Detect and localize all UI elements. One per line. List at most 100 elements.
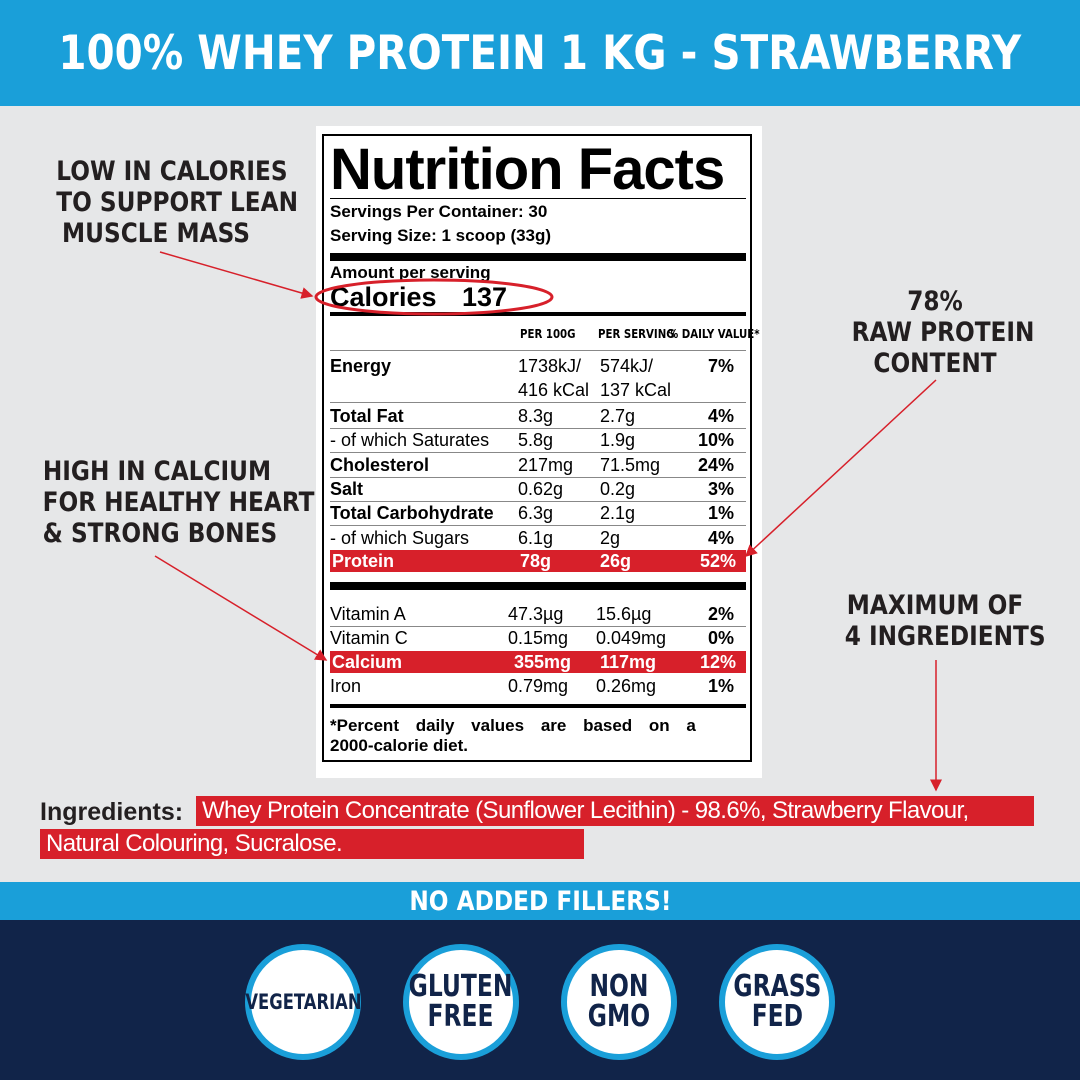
divider-thick — [330, 582, 746, 590]
nutrient-per100: 6.3g — [518, 503, 554, 524]
callout-line: HIGH IN CALCIUM — [42, 456, 272, 487]
nutrient-dv: 4% — [707, 406, 734, 426]
ingredients-label: Ingredients: — [40, 798, 184, 826]
nutrient-per100: 217mg — [518, 454, 574, 475]
iron-dv: 1% — [707, 676, 734, 696]
iron-per100: 0.79mg — [508, 676, 569, 696]
nutrient-dv: 1% — [707, 503, 734, 524]
page-title: 100% WHEY PROTEIN 1 KG - STRAWBERRY — [58, 25, 1022, 81]
protein-label: Protein — [332, 551, 395, 571]
badge-vegetarian: VEGETARIAN — [245, 944, 361, 1060]
badge-gluten-free: GLUTEN FREE — [403, 944, 519, 1060]
nutrient-serving: 71.5mg — [600, 454, 661, 475]
nutrient-dv: 4% — [707, 527, 734, 548]
divider — [330, 525, 746, 527]
vitamin-a-label: Vitamin A — [330, 604, 406, 624]
column-daily-value: % DAILY VALUE* — [668, 327, 760, 341]
callout-calcium: HIGH IN CALCIUM FOR HEALTHY HEART & STRO… — [24, 456, 315, 549]
ingredients-line-2: Natural Colouring, Sucralose. — [46, 830, 343, 857]
nutrient-dv: 10% — [697, 430, 734, 451]
divider-medium — [330, 704, 746, 708]
badge-label: VEGETARIAN — [244, 990, 362, 1014]
nutrient-per100: 5.8g — [518, 430, 554, 451]
nutrition-label: Nutrition Facts Servings Per Container: … — [322, 134, 760, 762]
vitamin-c-label: Vitamin C — [330, 628, 408, 648]
servings-per-container: Servings Per Container: 30 — [330, 202, 548, 221]
nutrient-name: Cholesterol — [330, 454, 430, 475]
divider — [330, 402, 746, 403]
ingredients-line-1-box: Whey Protein Concentrate (Sunflower Leci… — [196, 796, 1034, 826]
nutrient-serving: 2g — [600, 527, 621, 548]
callout-line: 78% — [907, 286, 963, 317]
protein-dv: 52% — [699, 551, 736, 571]
callout-line: MAXIMUM OF — [846, 590, 1024, 621]
badge-label: GLUTEN FREE — [409, 969, 513, 1034]
callout-line: 4 INGREDIENTS — [844, 621, 1046, 652]
protein-row: Protein 78g 26g 52% — [330, 550, 746, 572]
serving-size: Serving Size: 1 scoop (33g) — [330, 226, 552, 245]
nutrient-name: - of which Sugars — [330, 527, 470, 548]
footnote-line-2: 2000-calorie diet. — [330, 736, 468, 755]
nutrient-name: Total Carbohydrate — [330, 503, 494, 524]
divider — [330, 350, 746, 351]
nutrient-serving: 1.9g — [600, 430, 636, 451]
vitamin-c-serving: 0.049mg — [596, 628, 667, 648]
calcium-per100: 355mg — [514, 652, 572, 672]
energy-per100-kj: 1738kJ/ — [518, 356, 582, 376]
callout-line: CONTENT — [873, 348, 997, 379]
vitamin-c-dv: 0% — [707, 628, 734, 648]
arrow-calcium — [154, 555, 328, 661]
energy-serving-kcal: 137 kCal — [600, 380, 672, 400]
nutrient-serving: 2.1g — [600, 503, 636, 524]
callout-line: & STRONG BONES — [42, 518, 278, 549]
energy-label: Energy — [330, 356, 392, 376]
calcium-serving: 117mg — [600, 652, 657, 672]
nutrient-serving: 0.2g — [600, 478, 636, 499]
amount-per-serving: Amount per serving — [330, 263, 491, 282]
divider — [330, 476, 746, 478]
energy-serving-kj: 574kJ/ — [600, 356, 654, 376]
divider — [330, 198, 746, 199]
callout-protein: 78% RAW PROTEIN CONTENT — [838, 286, 1035, 379]
callout-ingredients: MAXIMUM OF 4 INGREDIENTS — [830, 590, 1046, 652]
calcium-dv: 12% — [699, 652, 736, 672]
nutrient-per100: 8.3g — [518, 406, 554, 426]
vitamin-c-per100: 0.15mg — [508, 628, 569, 648]
energy-dv: 7% — [707, 356, 734, 376]
calcium-row: Calcium 355mg 117mg 12% — [330, 651, 746, 673]
divider — [330, 626, 746, 627]
callout-line: TO SUPPORT LEAN — [56, 187, 299, 218]
callout-calories: LOW IN CALORIES TO SUPPORT LEAN MUSCLE M… — [40, 156, 299, 249]
bottom-panel — [0, 920, 1080, 1080]
energy-per100-kcal: 416 kCal — [518, 380, 590, 400]
nutrient-per100: 0.62g — [518, 478, 564, 499]
nutrient-name: Salt — [330, 478, 364, 499]
column-per-100g: PER 100G — [520, 327, 576, 341]
divider — [330, 428, 746, 429]
nutrient-name: - of which Saturates — [330, 430, 490, 451]
protein-per100: 78g — [520, 551, 552, 571]
top-banner: 100% WHEY PROTEIN 1 KG - STRAWBERRY — [0, 0, 1080, 106]
no-fillers-text: NO ADDED FILLERS! — [408, 885, 672, 917]
nutrient-serving: 2.7g — [600, 406, 636, 426]
calcium-label: Calcium — [332, 652, 403, 672]
iron-serving: 0.26mg — [596, 676, 657, 696]
vitamin-a-per100: 47.3µg — [508, 604, 564, 624]
vitamin-a-serving: 15.6µg — [596, 604, 652, 624]
badge-label: GRASS FED — [733, 969, 821, 1034]
calories-value: 137 — [462, 282, 508, 312]
badge-grass-fed: GRASS FED — [719, 944, 835, 1060]
callout-line: RAW PROTEIN — [851, 317, 1035, 348]
column-per-serving: PER SERVING — [598, 327, 675, 341]
divider — [330, 452, 746, 454]
badge-non-gmo: NON GMO — [561, 944, 677, 1060]
nutrient-name: Total Fat — [330, 406, 404, 426]
ingredients-line-2-box: Natural Colouring, Sucralose. — [40, 829, 584, 859]
nutrition-facts-title: Nutrition Facts — [330, 137, 725, 202]
ingredients-line-1: Whey Protein Concentrate (Sunflower Leci… — [202, 797, 969, 824]
divider — [330, 500, 746, 502]
nutrient-dv: 3% — [707, 478, 734, 499]
divider-thick — [330, 253, 746, 261]
calories-label: Calories — [330, 282, 437, 312]
arrow-calories — [159, 251, 314, 299]
